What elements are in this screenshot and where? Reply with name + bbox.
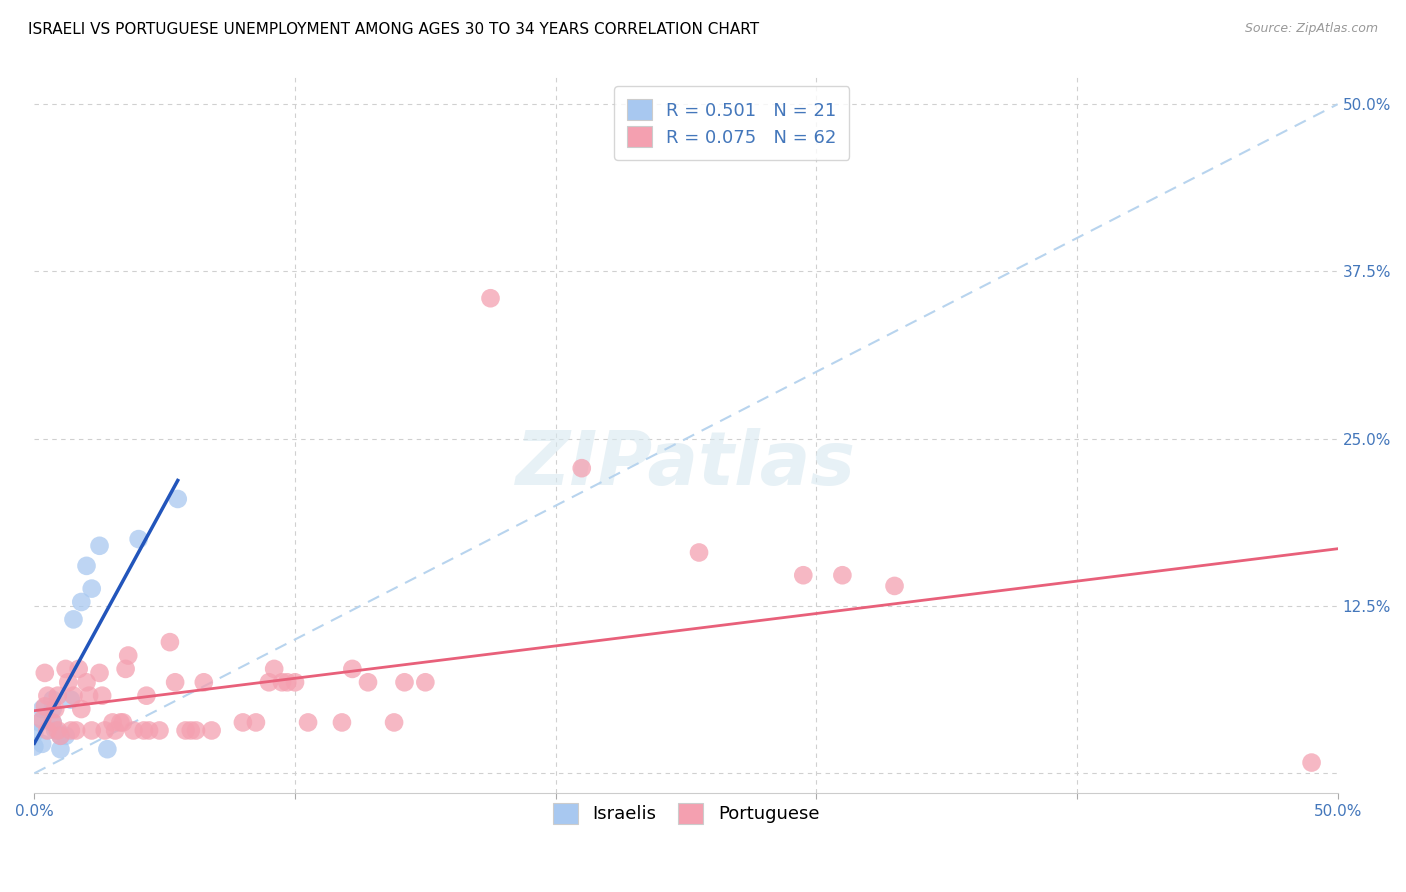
Point <box>31 713 53 727</box>
Point <box>49 729 72 743</box>
Point <box>159 635 181 649</box>
Point <box>59 723 82 738</box>
Point <box>110 715 132 730</box>
Point <box>41 715 63 730</box>
Point <box>193 675 215 690</box>
Point <box>271 675 294 690</box>
Point <box>1301 756 1323 770</box>
Point <box>792 568 814 582</box>
Legend: Israelis, Portuguese: Israelis, Portuguese <box>541 792 830 834</box>
Point <box>122 723 145 738</box>
Point <box>479 291 502 305</box>
Point <box>132 723 155 738</box>
Text: ISRAELI VS PORTUGUESE UNEMPLOYMENT AMONG AGES 30 TO 34 YEARS CORRELATION CHART: ISRAELI VS PORTUGUESE UNEMPLOYMENT AMONG… <box>28 22 759 37</box>
Point <box>232 715 254 730</box>
Point <box>184 723 207 738</box>
Point <box>65 723 87 738</box>
Point <box>44 702 66 716</box>
Point <box>382 715 405 730</box>
Point <box>357 675 380 690</box>
Point <box>41 692 63 706</box>
Point <box>89 665 111 680</box>
Point <box>245 715 267 730</box>
Point <box>117 648 139 663</box>
Point <box>34 699 56 714</box>
Point <box>31 702 53 716</box>
Point <box>165 675 187 690</box>
Point <box>114 662 136 676</box>
Point <box>138 723 160 738</box>
Point <box>59 692 82 706</box>
Point <box>415 675 437 690</box>
Point <box>688 545 710 559</box>
Point <box>41 715 63 730</box>
Point <box>330 715 353 730</box>
Point <box>22 726 45 740</box>
Point <box>55 729 77 743</box>
Point <box>49 729 72 743</box>
Point <box>77 689 100 703</box>
Point <box>37 689 59 703</box>
Point <box>111 715 134 730</box>
Point <box>58 675 80 690</box>
Point <box>201 723 224 738</box>
Point <box>342 662 364 676</box>
Point <box>80 582 103 596</box>
Point <box>94 723 117 738</box>
Point <box>76 675 98 690</box>
Point <box>62 612 84 626</box>
Point <box>571 461 593 475</box>
Point <box>263 662 285 676</box>
Point <box>76 558 98 573</box>
Text: ZIPatlas: ZIPatlas <box>516 427 856 500</box>
Point <box>31 737 53 751</box>
Point <box>37 723 59 738</box>
Text: Source: ZipAtlas.com: Source: ZipAtlas.com <box>1244 22 1378 36</box>
Point <box>34 665 56 680</box>
Point <box>101 715 124 730</box>
Point <box>148 723 170 738</box>
Point <box>70 702 93 716</box>
Point <box>104 723 127 738</box>
Point <box>883 579 905 593</box>
Point <box>166 491 188 506</box>
Point <box>96 742 118 756</box>
Point <box>49 742 72 756</box>
Point <box>28 715 51 730</box>
Point <box>62 689 84 703</box>
Point <box>180 723 202 738</box>
Point <box>22 739 45 754</box>
Point <box>46 723 69 738</box>
Point <box>46 689 69 703</box>
Point <box>276 675 298 690</box>
Point <box>70 595 93 609</box>
Point <box>174 723 197 738</box>
Point <box>80 723 103 738</box>
Point <box>257 675 280 690</box>
Point <box>831 568 853 582</box>
Point <box>284 675 307 690</box>
Point <box>128 532 150 546</box>
Point <box>89 539 111 553</box>
Point <box>297 715 319 730</box>
Point <box>67 662 90 676</box>
Point <box>44 723 66 738</box>
Point <box>41 702 63 716</box>
Point <box>91 689 114 703</box>
Point <box>55 662 77 676</box>
Point <box>394 675 416 690</box>
Point <box>135 689 157 703</box>
